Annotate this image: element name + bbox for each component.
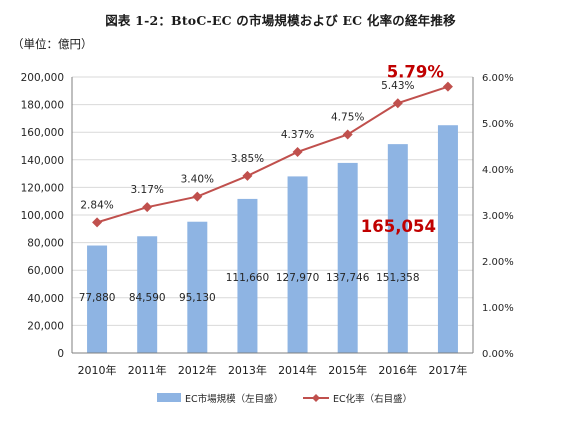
- ec-rate-marker: [392, 98, 403, 109]
- bar-value-label: 151,358: [376, 272, 419, 284]
- left-axis-tick-label: 180,000: [21, 100, 64, 112]
- line-value-label: 5.43%: [381, 80, 414, 92]
- bar-value-label: 84,590: [129, 292, 166, 304]
- line-value-label: 3.17%: [131, 184, 164, 196]
- bar-value-label: 111,660: [226, 272, 269, 284]
- unit-label: （単位：億円）: [12, 37, 93, 51]
- left-axis-tick-label: 60,000: [27, 265, 64, 277]
- bar-value-label: 137,746: [326, 272, 370, 284]
- bar-ec-market-size: [337, 162, 358, 353]
- left-axis-tick-label: 100,000: [21, 210, 64, 222]
- x-axis-tick-label: 2015年: [328, 363, 367, 377]
- bar-ec-market-size: [437, 125, 458, 353]
- bar-ec-market-size: [187, 221, 208, 353]
- legend-label-line: EC化率（右目盛）: [333, 393, 412, 405]
- right-axis-tick-label: 3.00%: [482, 211, 514, 222]
- x-axis-tick-label: 2016年: [378, 363, 417, 377]
- left-axis-tick-label: 40,000: [27, 293, 64, 305]
- line-value-label: 2.84%: [80, 199, 113, 211]
- bar-value-label: 127,970: [276, 272, 319, 284]
- x-axis-tick-label: 2017年: [428, 363, 467, 377]
- ec-rate-line: [96, 85, 449, 224]
- left-axis-tick-label: 20,000: [27, 320, 64, 332]
- bar-value-label: 95,130: [179, 292, 216, 304]
- line-value-label: 3.85%: [231, 153, 264, 165]
- right-axis-tick-label: 5.00%: [482, 119, 514, 130]
- chart-title: 図表 1-2：BtoC-EC の市場規模および EC 化率の経年推移: [105, 13, 456, 28]
- ec-rate-marker: [342, 129, 353, 140]
- ec-rate-marker: [442, 81, 453, 92]
- bar-ec-market-size: [387, 144, 408, 353]
- ec-rate-marker: [192, 191, 203, 202]
- left-axis-tick-label: 160,000: [21, 127, 64, 139]
- line-value-label: 4.75%: [331, 112, 364, 124]
- legend-swatch-marker: [312, 394, 320, 402]
- left-axis-tick-label: 200,000: [21, 72, 64, 84]
- line-value-label: 4.37%: [281, 129, 314, 141]
- bar-ec-market-size: [137, 236, 158, 353]
- right-axis-tick-label: 0.00%: [482, 349, 514, 360]
- left-axis-tick-label: 80,000: [27, 238, 64, 250]
- legend-swatch-bar: [157, 393, 181, 402]
- ec-rate-marker: [242, 170, 253, 181]
- bar-ec-market-size: [287, 176, 308, 353]
- right-axis-tick-label: 1.00%: [482, 303, 514, 314]
- x-axis-tick-label: 2014年: [278, 363, 317, 377]
- x-axis-tick-label: 2013年: [228, 363, 267, 377]
- ec-rate-marker: [142, 202, 153, 213]
- line-value-label-highlight: 5.79%: [387, 63, 445, 82]
- left-axis-tick-label: 0: [57, 348, 64, 360]
- x-axis-tick-label: 2010年: [78, 363, 117, 377]
- x-axis-tick-label: 2011年: [128, 363, 167, 377]
- bar-ec-market-size: [87, 245, 108, 353]
- bar-ec-market-size: [237, 198, 258, 353]
- line-value-label: 3.40%: [181, 174, 214, 186]
- left-axis-tick-label: 120,000: [21, 182, 64, 194]
- right-axis-tick-label: 6.00%: [482, 73, 514, 84]
- right-axis-tick-label: 2.00%: [482, 257, 514, 268]
- right-axis-tick-label: 4.00%: [482, 165, 514, 176]
- left-axis-tick-label: 140,000: [21, 155, 64, 167]
- bar-value-label: 77,880: [79, 292, 116, 304]
- ec-rate-marker: [92, 217, 103, 228]
- ec-rate-marker: [292, 146, 303, 157]
- legend-label-bar: EC市場規模（左目盛）: [185, 393, 283, 405]
- bar-value-label-highlight: 165,054: [361, 217, 436, 236]
- x-axis-tick-label: 2012年: [178, 363, 217, 377]
